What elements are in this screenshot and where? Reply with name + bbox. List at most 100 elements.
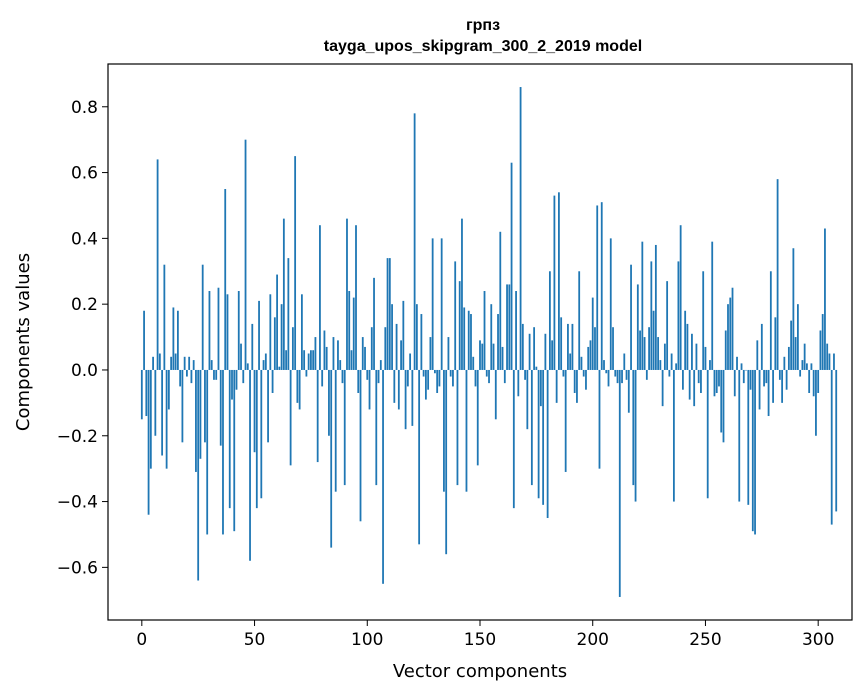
bar: [661, 369, 664, 407]
bar: [156, 159, 159, 370]
bar: [474, 369, 477, 387]
bar: [273, 317, 276, 370]
bar: [152, 356, 154, 370]
bar: [235, 369, 238, 390]
bar: [636, 284, 639, 370]
bar: [280, 304, 283, 370]
bar: [503, 369, 506, 384]
bar: [481, 343, 484, 370]
bar: [379, 360, 382, 370]
bar: [325, 346, 328, 370]
bar: [321, 369, 324, 387]
bar: [289, 369, 292, 466]
bar: [625, 369, 628, 380]
bar: [621, 369, 623, 384]
bar: [560, 317, 563, 370]
bar: [201, 264, 204, 370]
bar: [697, 369, 700, 384]
bar: [585, 369, 587, 390]
bar: [524, 369, 526, 380]
bar: [237, 291, 240, 370]
bar: [691, 333, 693, 370]
bar: [652, 310, 655, 370]
bar: [350, 350, 353, 370]
bar: [143, 310, 145, 370]
bar: [361, 337, 364, 370]
bar: [783, 356, 786, 370]
bar: [404, 369, 407, 430]
bar: [253, 369, 256, 453]
bar: [359, 369, 362, 522]
bar: [305, 369, 308, 377]
y-ticks: −0.6 −0.4 −0.2 0.0 0.2 0.4 0.6 0.8: [57, 98, 108, 578]
bar: [183, 356, 186, 370]
bar: [467, 310, 470, 370]
x-tick-label: 100: [351, 630, 383, 650]
bar: [224, 189, 227, 370]
bar: [246, 363, 249, 370]
bar: [242, 369, 245, 384]
bar: [195, 369, 197, 472]
bar: [485, 369, 488, 377]
bar: [833, 353, 835, 370]
bar: [228, 369, 231, 509]
bar: [564, 369, 567, 472]
bar: [413, 113, 416, 370]
bar: [165, 369, 168, 469]
bar: [742, 369, 745, 384]
bar: [384, 327, 387, 370]
bar: [747, 369, 750, 505]
bar: [803, 343, 806, 370]
bar: [287, 258, 290, 370]
bar: [145, 369, 148, 417]
bar: [808, 369, 811, 393]
bar: [186, 369, 188, 377]
bar: [722, 369, 725, 443]
bar: [819, 330, 822, 370]
bar: [600, 202, 603, 370]
bar: [688, 369, 691, 400]
bar: [368, 369, 371, 410]
bar: [709, 360, 711, 370]
bar: [204, 369, 206, 443]
bar: [348, 291, 351, 370]
bar: [337, 340, 339, 370]
bar: [512, 369, 515, 509]
bar: [452, 369, 454, 387]
bar: [490, 304, 493, 370]
bar: [400, 340, 402, 370]
bar: [391, 304, 393, 370]
bar: [388, 258, 391, 370]
bar: [830, 369, 833, 525]
bar: [821, 314, 824, 370]
bar: [648, 327, 650, 370]
bar: [226, 294, 229, 370]
bar: [310, 350, 312, 370]
bar: [176, 310, 179, 370]
bar: [776, 179, 779, 370]
bar: [149, 369, 152, 469]
bar: [684, 310, 687, 370]
bar: [291, 327, 294, 370]
x-ticks: 0 50 100 150 200 250 300: [136, 620, 834, 650]
bar: [158, 353, 161, 370]
bar: [276, 274, 278, 370]
bar: [219, 369, 222, 446]
bar: [650, 261, 653, 370]
bar: [199, 369, 202, 459]
bar: [670, 353, 673, 370]
bar: [206, 369, 209, 535]
bar: [616, 369, 619, 384]
bar: [300, 294, 303, 370]
bar: [422, 369, 425, 377]
bar: [501, 346, 504, 370]
bar: [395, 323, 398, 370]
bar: [515, 291, 517, 370]
x-tick-label: 300: [802, 630, 834, 650]
bar: [492, 343, 495, 370]
bar: [260, 369, 263, 499]
bar: [751, 369, 754, 532]
x-tick-label: 250: [689, 630, 721, 650]
bar: [605, 369, 608, 374]
bar: [835, 369, 838, 512]
